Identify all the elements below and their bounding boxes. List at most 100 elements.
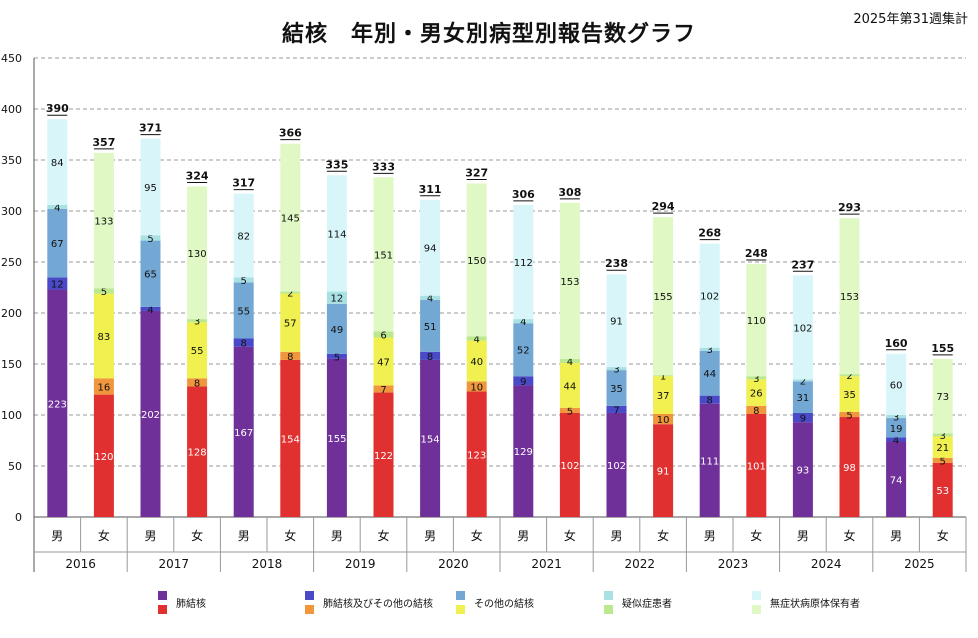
data-label: 55 [191, 346, 204, 357]
total-label: 366 [279, 127, 302, 140]
data-label: 35 [610, 384, 623, 395]
bar-segment-suspected [699, 347, 720, 351]
bar-segment-other [93, 293, 114, 379]
data-label: 10 [470, 382, 483, 393]
legend-label-other: その他の結核 [474, 597, 534, 610]
bar-segment-other [932, 436, 953, 458]
bar-segment-other [280, 293, 301, 352]
bar-segment-haikekkaku [140, 310, 161, 517]
data-label: 83 [98, 332, 111, 343]
data-label: 5 [940, 456, 946, 467]
legend-swatch-male [305, 591, 314, 600]
bar-segment-asymptomatic [839, 218, 860, 375]
bar-segment-asymptomatic [606, 274, 627, 368]
data-label: 74 [890, 475, 903, 486]
data-label: 102 [607, 461, 626, 472]
bar-segment-asymptomatic [746, 264, 767, 377]
bar-segment-haikekkaku_other [559, 407, 580, 413]
y-tick-label: 300 [1, 205, 22, 218]
data-label: 8 [194, 378, 200, 389]
bar-segment-other [420, 299, 441, 352]
data-label: 167 [234, 428, 253, 439]
data-label: 35 [843, 390, 856, 401]
data-label: 120 [94, 452, 113, 463]
bar-segment-haikekkaku [280, 359, 301, 517]
bar-segment-haikekkaku [233, 346, 254, 517]
data-label: 5 [147, 234, 153, 245]
data-label: 154 [281, 434, 300, 445]
x-tick-label-year: 2018 [252, 557, 283, 571]
bar-segment-other [513, 323, 534, 377]
x-tick-label-year: 2021 [531, 557, 562, 571]
bar-segment-asymptomatic [233, 193, 254, 278]
bar-segment-haikekkaku_other [326, 353, 347, 359]
bar-segment-suspected [93, 288, 114, 294]
data-label: 31 [797, 393, 810, 404]
y-tick-label: 100 [1, 409, 22, 422]
data-label: 8 [707, 396, 713, 407]
data-label: 91 [610, 317, 623, 328]
data-label: 3 [707, 345, 713, 356]
bar-segment-asymptomatic [653, 217, 674, 376]
legend-label-haikekkaku: 肺結核 [176, 597, 206, 610]
x-tick-label-sex: 男 [144, 529, 156, 543]
data-label: 3 [194, 317, 200, 328]
bar-segment-haikekkaku_other [792, 412, 813, 423]
data-label: 102 [793, 323, 812, 334]
data-label: 202 [141, 410, 160, 421]
bar-segment-haikekkaku_other [606, 405, 627, 413]
data-label: 129 [514, 447, 533, 458]
legend-swatch-female [604, 605, 613, 614]
data-label: 8 [753, 406, 759, 417]
bar-segment-other [653, 376, 674, 414]
x-tick-label-year: 2025 [904, 557, 935, 571]
y-tick-label: 400 [1, 103, 22, 116]
data-label: 114 [327, 229, 346, 240]
bar-segment-haikekkaku_other [373, 385, 394, 393]
bar-segment-haikekkaku [187, 386, 208, 517]
legend-swatch-female [305, 605, 314, 614]
data-label: 3 [940, 431, 946, 442]
total-label: 327 [465, 166, 488, 179]
legend-label-asymptomatic: 無症状病原体保有者 [770, 597, 860, 610]
bar-segment-suspected [420, 295, 441, 300]
bar-segment-haikekkaku [93, 394, 114, 517]
data-label: 4 [520, 317, 526, 328]
bar-segment-haikekkaku_other [513, 376, 534, 386]
bar-segment-suspected [326, 291, 347, 304]
data-label: 57 [284, 319, 297, 330]
data-label: 16 [98, 382, 111, 393]
bar-segment-haikekkaku [699, 403, 720, 517]
data-label: 151 [374, 250, 393, 261]
total-label: 324 [186, 170, 209, 183]
data-label: 65 [144, 270, 157, 281]
data-label: 12 [51, 279, 64, 290]
bar-segment-other [373, 337, 394, 386]
bar-segment-haikekkaku_other [653, 413, 674, 425]
data-label: 153 [560, 277, 579, 288]
legend-swatch-male [604, 591, 613, 600]
bar-segment-asymptomatic [187, 186, 208, 320]
data-label: 112 [514, 258, 533, 269]
bar-segment-other [47, 208, 68, 278]
bar-segment-suspected [187, 319, 208, 323]
y-tick-label: 350 [1, 154, 22, 167]
x-tick-label-sex: 女 [191, 528, 203, 543]
bar-segment-haikekkaku_other [420, 351, 441, 360]
total-label: 390 [46, 102, 69, 115]
data-label: 9 [520, 377, 526, 388]
bar-segment-other [233, 282, 254, 339]
legend-swatch-female [158, 605, 167, 614]
data-label: 44 [564, 381, 577, 392]
data-label: 4 [567, 357, 573, 368]
data-label: 2 [287, 289, 293, 300]
bar-segment-haikekkaku [746, 413, 767, 517]
bar-segment-asymptomatic [466, 183, 487, 337]
bar-segment-haikekkaku [839, 417, 860, 517]
data-label: 95 [144, 183, 157, 194]
bar-segment-haikekkaku [653, 424, 674, 517]
x-tick-label-sex: 女 [471, 528, 483, 543]
data-label: 102 [700, 292, 719, 303]
data-label: 5 [334, 352, 340, 363]
bar-segment-other [326, 303, 347, 354]
